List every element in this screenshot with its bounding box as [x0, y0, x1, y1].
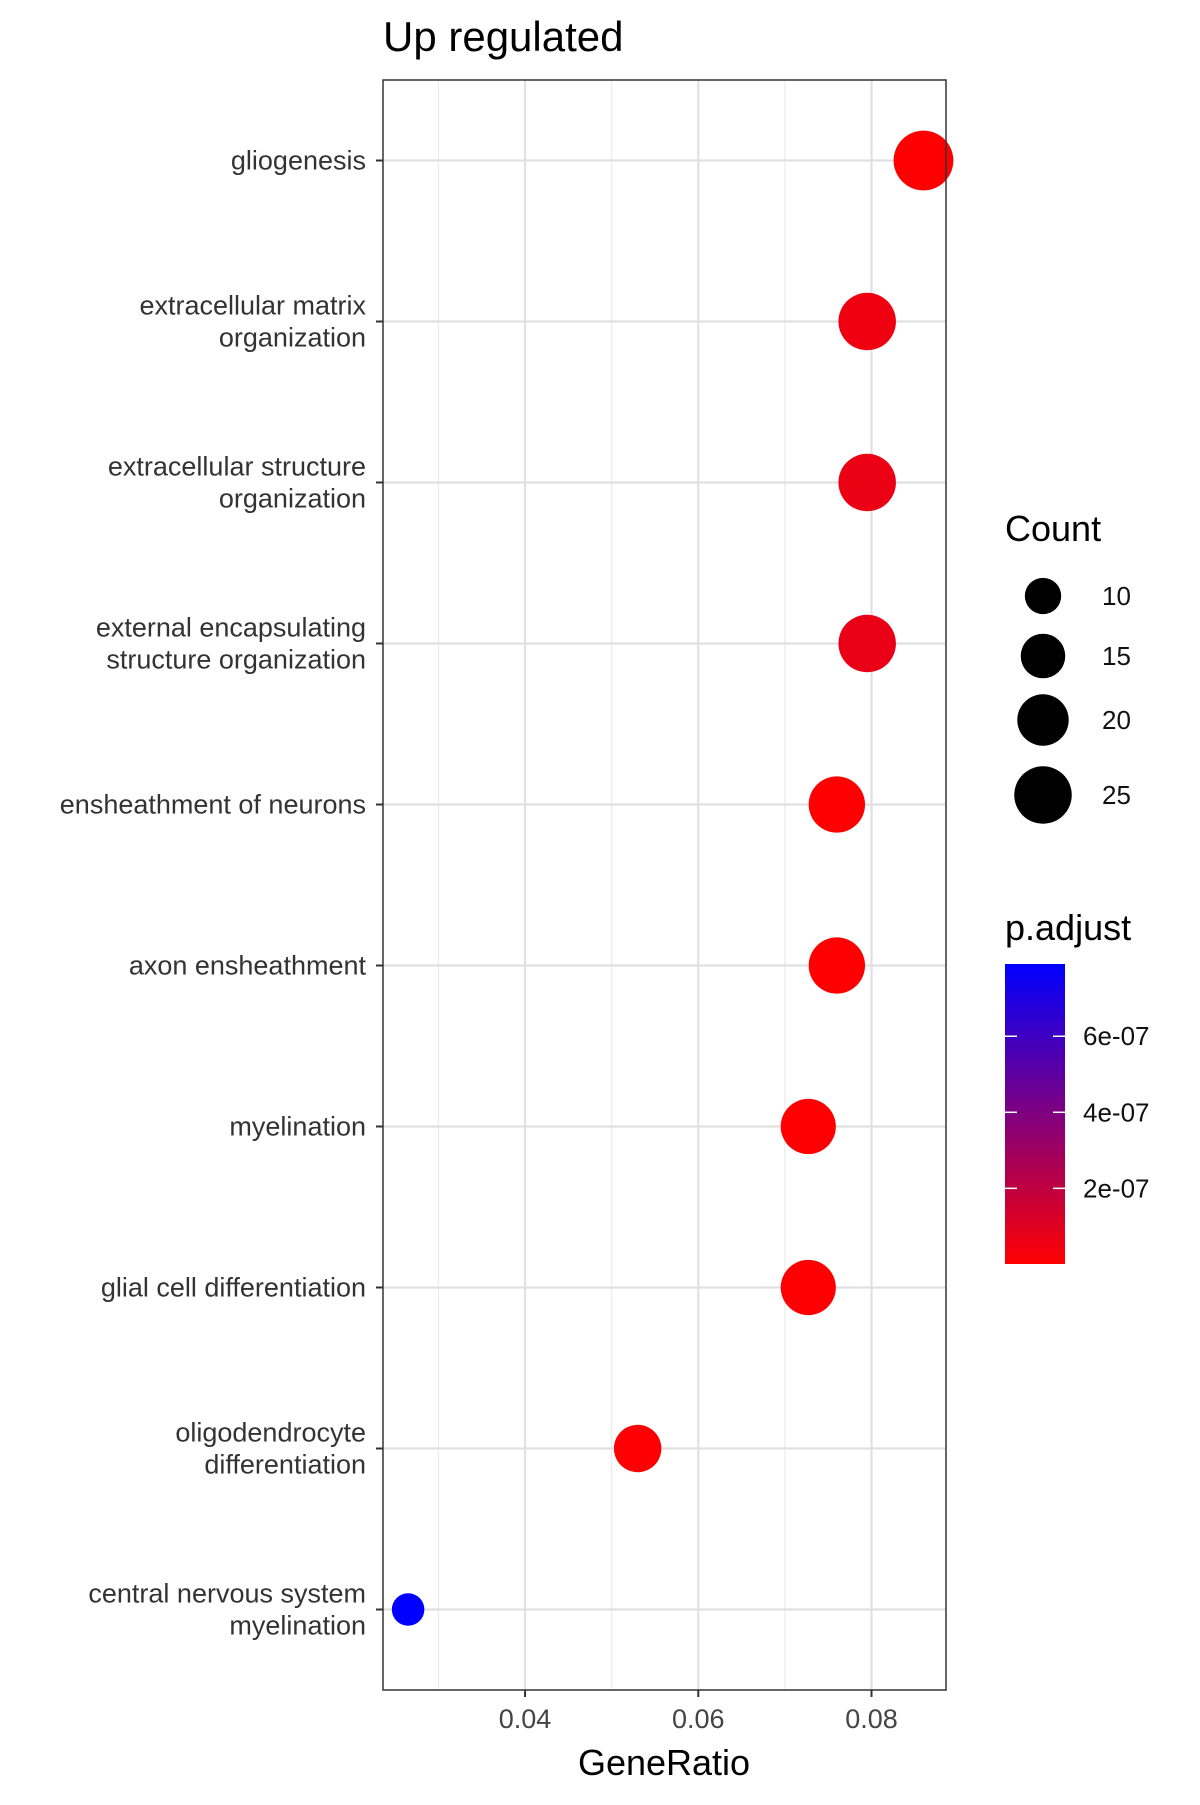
y-tick-label: axon ensheathment	[129, 951, 367, 981]
y-tick-label: ensheathment of neurons	[60, 790, 366, 820]
data-point	[391, 1593, 425, 1626]
y-tick-label: myelination	[229, 1611, 366, 1641]
x-tick-label: 0.04	[499, 1704, 552, 1734]
size-legend-label: 25	[1102, 780, 1131, 810]
size-legend-key	[1014, 766, 1072, 824]
color-legend-label: 6e-07	[1083, 1021, 1150, 1051]
y-tick-label: central nervous system	[88, 1579, 366, 1609]
y-tick-label: external encapsulating	[96, 613, 366, 643]
size-legend-title: Count	[1005, 508, 1101, 549]
panel-border	[382, 79, 947, 1691]
color-legend-label: 4e-07	[1083, 1097, 1150, 1127]
data-point	[808, 776, 866, 833]
y-tick-label: extracellular matrix	[139, 291, 366, 321]
data-point	[893, 130, 954, 191]
size-legend-key	[1017, 694, 1069, 746]
x-axis-label: GeneRatio	[578, 1742, 750, 1783]
data-point	[780, 1259, 836, 1316]
x-axis: 0.04 0.06 0.08	[499, 1690, 898, 1734]
data-points	[391, 130, 954, 1626]
size-legend-label: 20	[1102, 705, 1131, 735]
y-tick-label: myelination	[229, 1112, 366, 1142]
size-legend-label: 10	[1102, 581, 1131, 611]
color-legend-title: p.adjust	[1005, 907, 1131, 948]
y-tick-label: organization	[219, 323, 366, 353]
size-legend: Count 10 15 20 25	[1005, 508, 1131, 824]
size-legend-key	[1020, 633, 1066, 679]
color-bar	[1005, 964, 1065, 1264]
data-point	[780, 1098, 836, 1155]
y-tick-label: organization	[219, 484, 366, 514]
data-point	[838, 292, 896, 351]
data-point	[838, 614, 896, 673]
y-tick-label: differentiation	[204, 1450, 366, 1480]
y-tick-label: oligodendrocyte	[175, 1418, 366, 1448]
chart-title: Up regulated	[383, 13, 624, 60]
color-legend: p.adjust 6e-07 4e-07 2e-07	[1005, 907, 1150, 1264]
x-tick-label: 0.06	[672, 1704, 725, 1734]
data-point	[838, 453, 896, 512]
size-legend-key	[1024, 577, 1062, 615]
y-tick-label: glial cell differentiation	[101, 1273, 366, 1303]
color-legend-label: 2e-07	[1083, 1173, 1150, 1203]
x-tick-label: 0.08	[845, 1704, 898, 1734]
size-legend-label: 15	[1102, 641, 1131, 671]
data-point	[613, 1424, 662, 1473]
y-tick-label: structure organization	[106, 645, 366, 675]
y-tick-label: extracellular structure	[108, 452, 366, 482]
data-point	[808, 937, 866, 994]
y-tick-label: gliogenesis	[231, 146, 366, 176]
